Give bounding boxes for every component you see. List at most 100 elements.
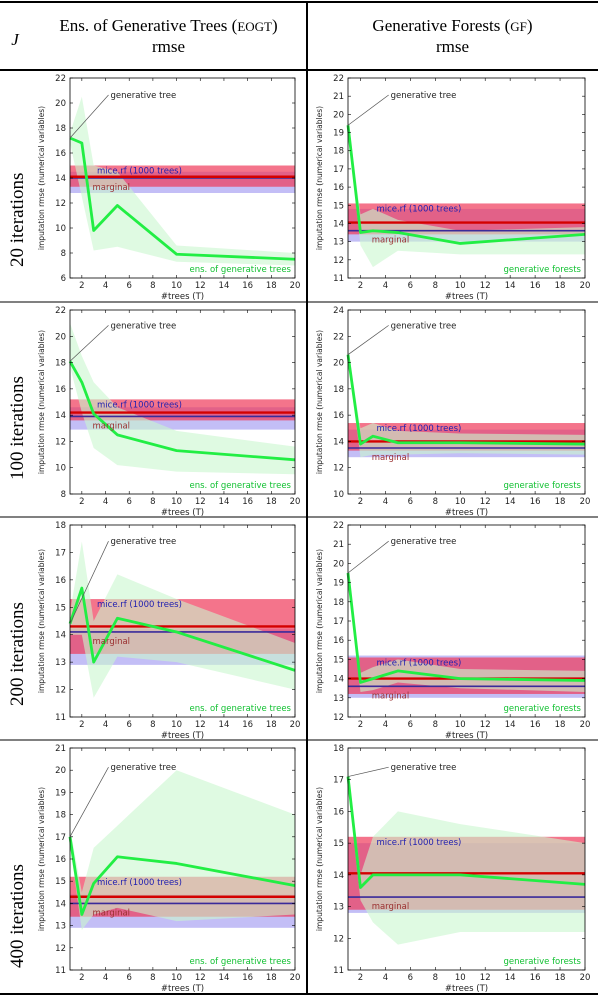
col2-close: ) [526, 16, 533, 35]
x-tick-label: 14 [219, 497, 230, 507]
x-tick-label: 12 [480, 281, 491, 291]
y-tick-label: 18 [55, 811, 66, 821]
y-axis-label: imputation rmse (numerical variables) [37, 330, 46, 474]
x-tick-label: 20 [290, 720, 301, 730]
y-tick-label: 16 [55, 385, 66, 395]
gen-tree-pointer [69, 94, 109, 139]
y-tick-label: 16 [333, 183, 344, 193]
y-tick-label: 18 [333, 598, 344, 608]
series-band [348, 349, 585, 458]
x-tick-label: 14 [219, 281, 230, 291]
y-tick-label: 17 [333, 165, 344, 175]
row-label-400: 400 iterations [7, 864, 28, 968]
x-tick-label: 14 [505, 973, 516, 983]
y-tick-label: 11 [55, 713, 66, 723]
row-label-200: 200 iterations [7, 602, 28, 706]
y-tick-label: 16 [333, 807, 344, 817]
y-tick-label: 17 [333, 617, 344, 627]
x-tick-label: 16 [242, 720, 253, 730]
x-tick-label: 10 [455, 497, 466, 507]
y-tick-label: 18 [333, 744, 344, 754]
series-label: ens. of generative trees [190, 265, 292, 275]
x-tick-label: 6 [408, 973, 413, 983]
y-tick-label: 14 [333, 437, 344, 447]
y-tick-label: 21 [55, 744, 66, 754]
x-tick-label: 6 [126, 720, 131, 730]
series-line [346, 125, 586, 245]
x-tick-label: 4 [103, 281, 108, 291]
series-label: ens. of generative trees [190, 704, 292, 714]
marginal-label: marginal [93, 908, 131, 918]
x-tick-label: 10 [171, 497, 182, 507]
x-tick-label: 10 [171, 720, 182, 730]
x-tick-label: 16 [530, 973, 541, 983]
y-tick-label: 13 [333, 694, 344, 704]
x-tick-label: 18 [266, 973, 277, 983]
x-tick-label: 10 [171, 281, 182, 291]
y-tick-label: 16 [333, 411, 344, 421]
y-tick-label: 14 [55, 411, 66, 421]
plot-gf-20-iterations: 2 4 6 8 10 12 14 16 18 20 11 12 13 14 15 16 17 18 19 20 21 22… [315, 74, 591, 302]
marginal-label: marginal [372, 453, 410, 463]
y-tick-label: 13 [333, 903, 344, 913]
x-tick-label: 18 [555, 497, 566, 507]
x-tick-label: 12 [480, 497, 491, 507]
series-label: generative forests [503, 265, 581, 275]
y-tick-label: 8 [61, 490, 66, 500]
y-tick-label: 10 [333, 490, 344, 500]
x-axis-label: #trees (T) [161, 508, 204, 518]
mice-label: mice.rf (1000 trees) [97, 878, 182, 888]
y-tick-label: 22 [333, 332, 344, 342]
y-tick-label: 14 [55, 899, 66, 909]
mice-label: mice.rf (1000 trees) [376, 658, 461, 668]
y-tick-label: 13 [55, 922, 66, 932]
series-band [348, 767, 585, 945]
y-tick-label: 20 [333, 359, 344, 369]
series-line [346, 572, 586, 684]
x-tick-label: 18 [555, 720, 566, 730]
x-tick-label: 20 [290, 973, 301, 983]
x-axis-label: #trees (T) [445, 731, 488, 741]
y-tick-label: 19 [333, 129, 344, 139]
x-tick-label: 14 [219, 973, 230, 983]
y-tick-label: 16 [55, 855, 66, 865]
gen-tree-label: generative tree [111, 91, 177, 101]
series-label: ens. of generative trees [190, 957, 292, 967]
gen-tree-label: generative tree [111, 321, 177, 331]
y-tick-label: 20 [333, 559, 344, 569]
plot-gf-400-iterations: 2 4 6 8 10 12 14 16 18 20 11 12 13 14 15 16 17 18 #trees (… [315, 744, 590, 994]
y-tick-label: 18 [55, 521, 66, 531]
y-tick-label: 6 [61, 274, 66, 284]
plot-eogt-100-iterations: 2 4 6 8 10 12 14 16 18 20 8 10 12 14 16 18 20 22 #trees (T… [37, 306, 301, 518]
gen-tree-pointer [347, 766, 389, 777]
x-tick-label: 8 [150, 973, 155, 983]
y-tick-label: 20 [333, 110, 344, 120]
y-tick-label: 18 [333, 147, 344, 157]
marginal-label: marginal [372, 691, 410, 701]
marginal-label: marginal [93, 421, 131, 431]
y-tick-label: 17 [333, 776, 344, 786]
marginal-label: marginal [372, 902, 410, 912]
y-tick-label: 12 [55, 199, 66, 209]
y-tick-label: 22 [333, 74, 344, 84]
x-tick-label: 4 [103, 720, 108, 730]
x-tick-label: 20 [290, 497, 301, 507]
x-tick-label: 14 [219, 720, 230, 730]
x-tick-label: 2 [358, 973, 363, 983]
y-tick-label: 13 [55, 658, 66, 668]
y-tick-label: 12 [333, 713, 344, 723]
x-tick-label: 6 [408, 497, 413, 507]
gen-tree-pointer [347, 94, 389, 126]
marginal-label: marginal [372, 236, 410, 246]
x-tick-label: 2 [358, 497, 363, 507]
y-tick-label: 22 [55, 74, 66, 84]
y-tick-label: 18 [55, 124, 66, 134]
x-tick-label: 20 [580, 281, 591, 291]
x-axis-label: #trees (T) [445, 508, 488, 518]
y-tick-label: 19 [55, 788, 66, 798]
y-tick-label: 15 [333, 201, 344, 211]
x-tick-label: 12 [195, 973, 206, 983]
col1-abbr: EOGT [237, 19, 272, 34]
x-tick-label: 8 [150, 720, 155, 730]
